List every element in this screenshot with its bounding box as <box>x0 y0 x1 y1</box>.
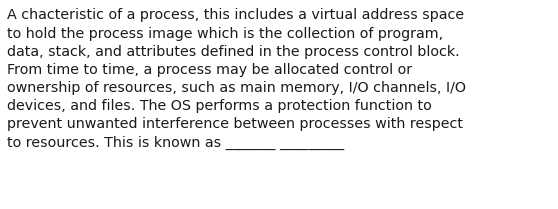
Text: A chacteristic of a process, this includes a virtual address space
to hold the p: A chacteristic of a process, this includ… <box>7 8 466 150</box>
